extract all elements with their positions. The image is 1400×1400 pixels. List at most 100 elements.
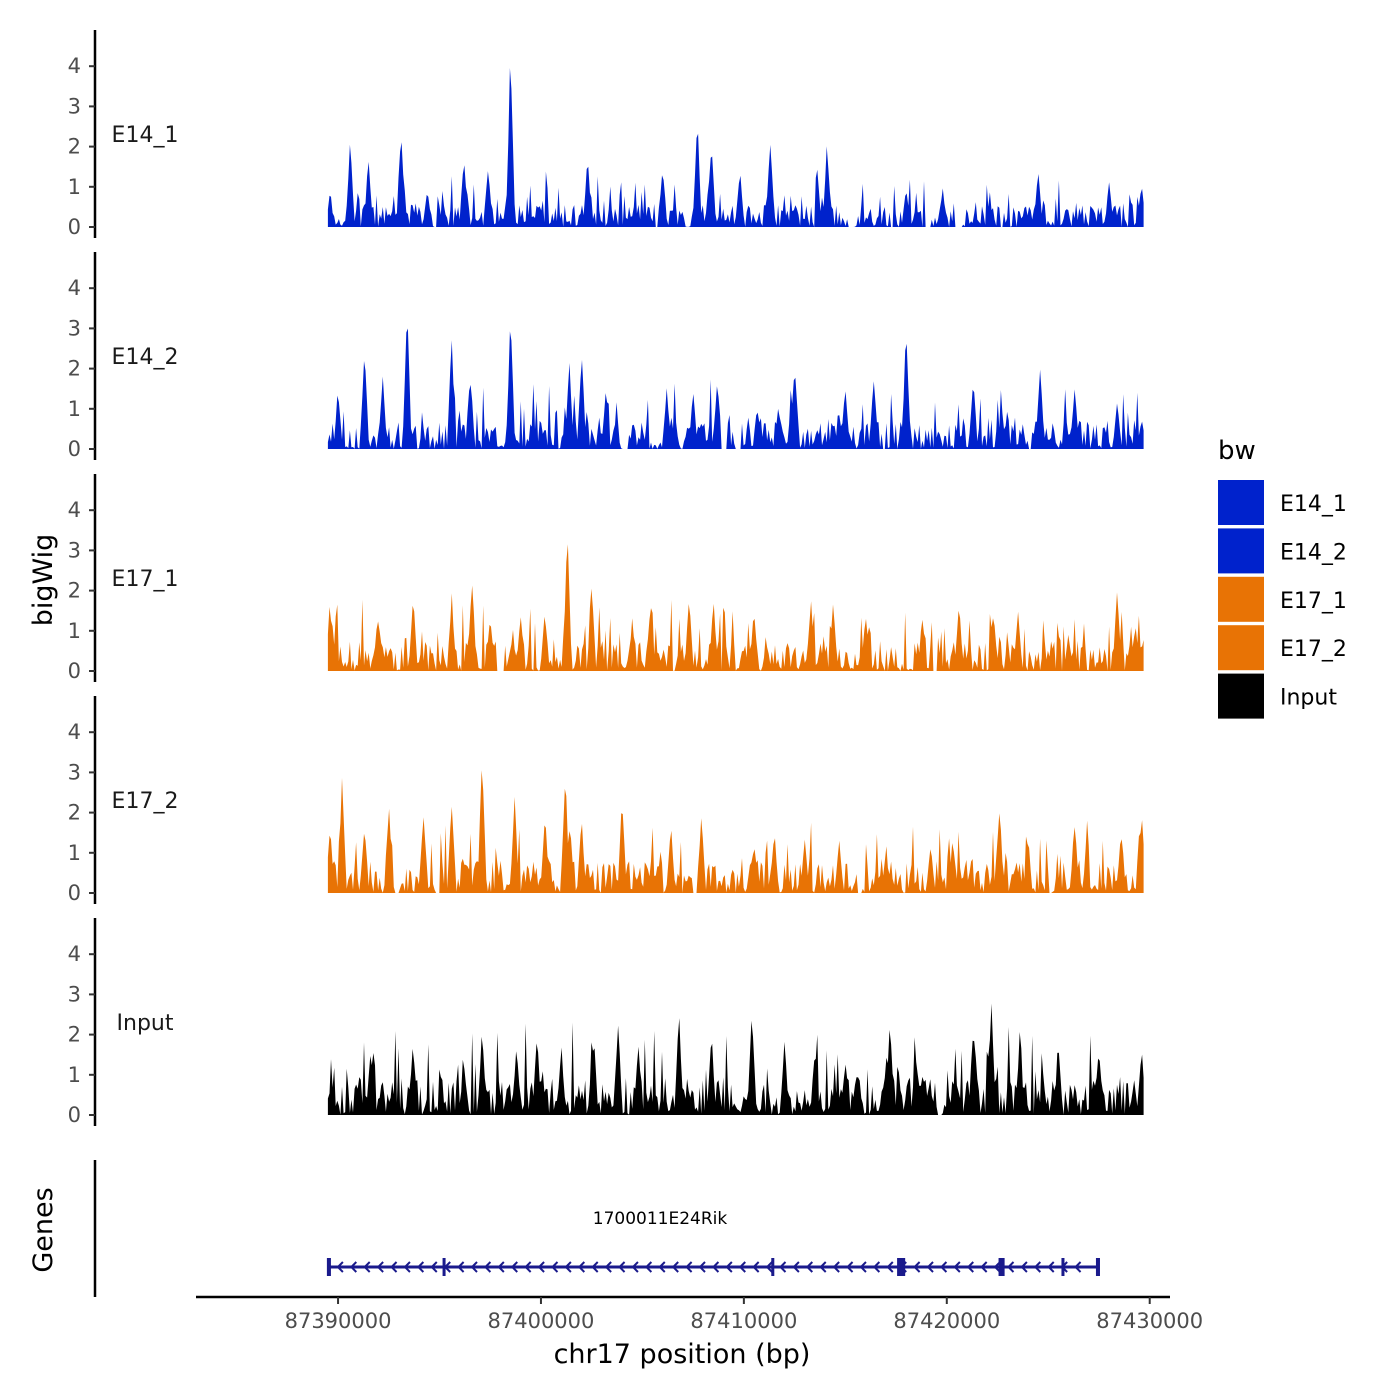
y-tick-label: 0 [68,215,81,239]
legend-swatch [1218,480,1264,525]
track-label: Input [117,1011,174,1036]
y-tick-label: 1 [68,175,81,199]
y-axis-title: bigWig [28,534,59,627]
x-axis-title: chr17 position (bp) [554,1339,811,1370]
y-tick-label: 0 [68,1103,81,1127]
track-e17-2: 0 1 2 3 4 E17_2 [68,696,1144,905]
strand-arrow [443,1261,451,1273]
legend-label: Input [1280,686,1337,711]
x-tick-label: 87390000 [285,1309,392,1333]
y-tick-label: 3 [68,94,81,118]
strand-arrow [497,1261,505,1273]
strand-arrow [1033,1261,1042,1273]
track-e14-1: 0 1 2 3 4 E14_1 [68,30,1144,239]
legend-label: E17_1 [1280,589,1347,614]
strand-arrow [457,1261,465,1273]
x-axis: 87390000 87400000 87410000 87420000 87430000 [196,1295,1203,1333]
y-tick-label: 3 [68,982,81,1006]
track-e14-2: 0 1 2 3 4 E14_2 [68,252,1144,461]
strand-arrow [886,1261,894,1273]
y-tick-label: 4 [68,720,81,744]
strand-arrow [913,1261,921,1273]
legend-label: E17_2 [1280,637,1347,662]
y-tick-label: 4 [68,498,81,522]
strand-arrow [899,1261,907,1273]
gene-exon [1095,1258,1100,1276]
strand-arrow [604,1261,612,1273]
legend-entry: E14_2 [1218,528,1347,574]
y-tick-label: 4 [68,942,81,966]
strand-arrow [832,1261,840,1273]
strand-arrow [966,1261,974,1273]
genes-track-title: Genes [28,1187,59,1272]
strand-arrow [618,1261,626,1273]
strand-arrow [940,1261,948,1273]
strand-arrow [805,1261,814,1273]
legend-entry: E17_1 [1218,576,1347,622]
y-tick-label: 2 [68,1023,81,1047]
y-tick-label: 2 [68,357,81,381]
gene-exon [998,1258,1005,1276]
strand-arrow [792,1261,800,1273]
legend-entry: Input [1218,673,1337,719]
strand-arrow [872,1261,881,1273]
strand-arrow [564,1261,572,1273]
strand-arrow [390,1261,398,1273]
strand-arrow [470,1261,478,1273]
gene-exon [771,1258,775,1276]
track-label: E17_1 [112,567,179,592]
x-tick-label: 87410000 [690,1309,797,1333]
signal-area [327,68,1144,227]
y-tick-label: 1 [68,1063,81,1087]
y-tick-label: 0 [68,659,81,683]
y-tick-label: 1 [68,397,81,421]
strand-arrow [1060,1261,1068,1273]
track-input: 0 1 2 3 4 Input [68,918,1144,1127]
track-label: E14_2 [112,345,179,370]
y-tick-label: 0 [68,437,81,461]
gene-name-label: 1700011E24Rik [593,1209,728,1229]
y-tick-label: 0 [68,881,81,905]
y-tick-label: 1 [68,619,81,643]
x-tick-label: 87420000 [893,1309,1000,1333]
legend-swatch [1218,528,1264,574]
strand-arrow [725,1261,733,1273]
strand-arrow [577,1261,586,1273]
strand-arrow [591,1261,599,1273]
strand-arrow [403,1261,411,1273]
strand-arrow [363,1261,371,1273]
strand-arrow [993,1261,1001,1273]
strand-arrow [524,1261,532,1273]
gene-exon [326,1258,331,1276]
y-tick-label: 3 [68,760,81,784]
legend-label: E14_1 [1280,492,1347,517]
strand-arrow [1020,1261,1028,1273]
strand-arrow [738,1261,746,1273]
signal-area [327,328,1144,449]
x-tick-label: 87400000 [488,1309,595,1333]
strand-arrow [779,1261,787,1273]
track-label: E17_2 [112,789,179,814]
strand-arrow [819,1261,827,1273]
y-tick-label: 2 [68,579,81,603]
y-tick-label: 1 [68,841,81,865]
strand-arrow [644,1261,653,1273]
y-tick-label: 4 [68,276,81,300]
track-e17-1: 0 1 2 3 4 E17_1 [68,474,1144,683]
legend-swatch [1218,576,1264,622]
strand-arrow [846,1261,854,1273]
y-tick-label: 4 [68,54,81,78]
strand-arrow [1047,1261,1055,1273]
strand-arrow [980,1261,988,1273]
signal-area [327,544,1144,671]
strand-arrow [349,1261,358,1273]
track-label: E14_1 [112,123,179,148]
signal-area [327,1003,1144,1115]
strand-arrow [765,1261,773,1273]
strand-arrow [712,1261,720,1273]
gene-track [93,1160,1100,1297]
strand-arrow [336,1261,344,1273]
strand-arrow [376,1261,384,1273]
strand-arrow [698,1261,706,1273]
